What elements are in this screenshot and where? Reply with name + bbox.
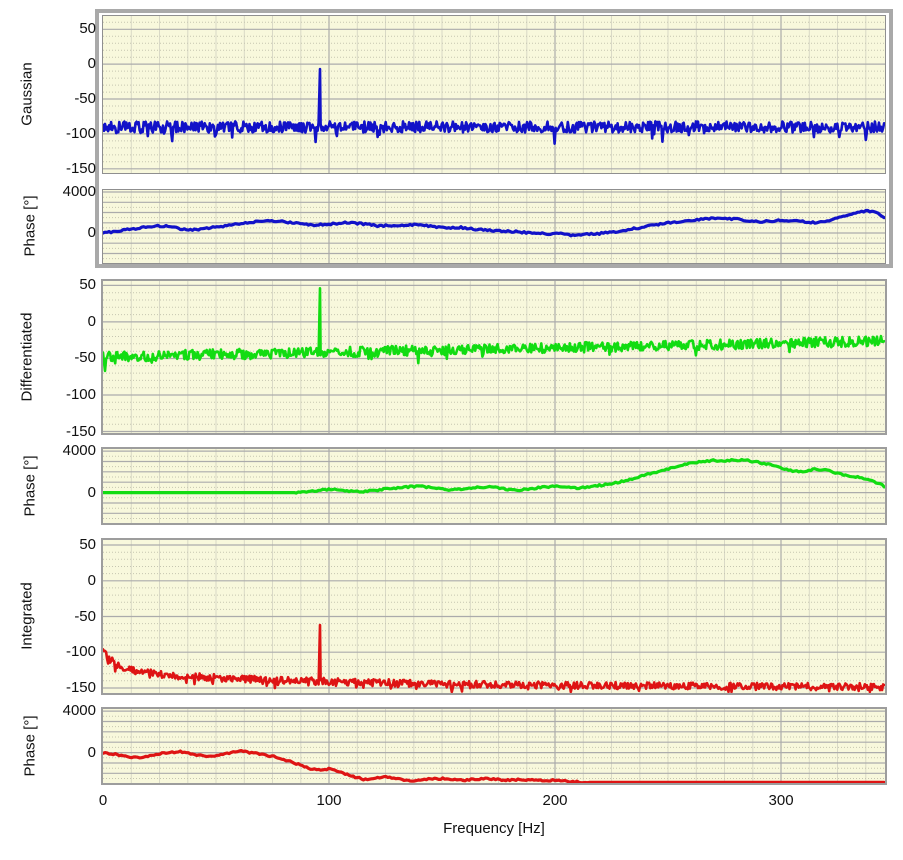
integrated-phase-svg xyxy=(103,709,885,783)
gaussian-magnitude-plot[interactable] xyxy=(102,15,886,174)
gaussian-magnitude-svg xyxy=(103,16,885,173)
integrated-phase-ytick-label: 0 xyxy=(87,743,96,761)
integrated-magnitude-ytick-label: -50 xyxy=(74,607,96,625)
gaussian-phase-plot[interactable] xyxy=(102,189,886,264)
gaussian-magnitude-series-line xyxy=(103,67,885,145)
gaussian-phase-series-line xyxy=(103,208,885,238)
x-tick-label: 300 xyxy=(768,792,794,809)
differentiated-magnitude-ytick-label: 50 xyxy=(79,276,96,294)
integrated-magnitude-plot[interactable] xyxy=(101,538,887,695)
integrated-magnitude-ytick-label: -150 xyxy=(65,678,96,696)
differentiated-magnitude-series-line xyxy=(103,287,885,373)
gaussian-phase-svg xyxy=(103,190,885,263)
integrated-phase-plot[interactable] xyxy=(101,707,887,785)
differentiated-magnitude-ytick-label: -50 xyxy=(74,349,96,367)
selected-graph-frame xyxy=(95,9,893,268)
differentiated-magnitude-plot[interactable] xyxy=(101,279,887,435)
gaussian-phase-ytick-label: 0 xyxy=(87,224,96,241)
differentiated-magnitude-svg xyxy=(103,281,885,433)
x-tick-label: 100 xyxy=(316,792,342,809)
integrated-magnitude-ytick-label: 0 xyxy=(87,571,96,589)
x-axis-title: Frequency [Hz] xyxy=(443,820,545,837)
integrated-magnitude-ytick-label: 50 xyxy=(79,536,96,553)
gaussian-magnitude-ytick-label: -50 xyxy=(74,90,96,108)
x-tick-label: 200 xyxy=(542,792,568,809)
differentiated-phase-series-line xyxy=(103,457,885,495)
integrated-magnitude-series-line xyxy=(103,623,885,693)
gaussian-magnitude-ytick-label: -100 xyxy=(65,124,96,142)
differentiated-phase-ytick-label: 4000 xyxy=(62,442,96,460)
x-tick-label: 0 xyxy=(98,792,108,809)
integrated-magnitude-ytick-label: -100 xyxy=(65,643,96,661)
gaussian-magnitude-ytick-label: 50 xyxy=(79,20,96,38)
gaussian-magnitude-ytick-label: 0 xyxy=(87,55,96,73)
integrated-phase-ytick-label: 4000 xyxy=(62,702,96,720)
differentiated-phase-plot[interactable] xyxy=(101,447,887,525)
integrated-phase-series-line xyxy=(103,749,885,783)
differentiated-magnitude-ytick-label: -100 xyxy=(65,386,96,403)
differentiated-magnitude-ytick-label: 0 xyxy=(87,312,96,330)
differentiated-phase-svg xyxy=(103,449,885,523)
differentiated-phase-ytick-label: 0 xyxy=(87,483,96,501)
integrated-magnitude-svg xyxy=(103,540,885,693)
gaussian-phase-ytick-label: 4000 xyxy=(62,183,96,201)
differentiated-magnitude-ytick-label: -150 xyxy=(65,422,96,440)
gaussian-magnitude-ytick-label: -150 xyxy=(65,159,96,177)
